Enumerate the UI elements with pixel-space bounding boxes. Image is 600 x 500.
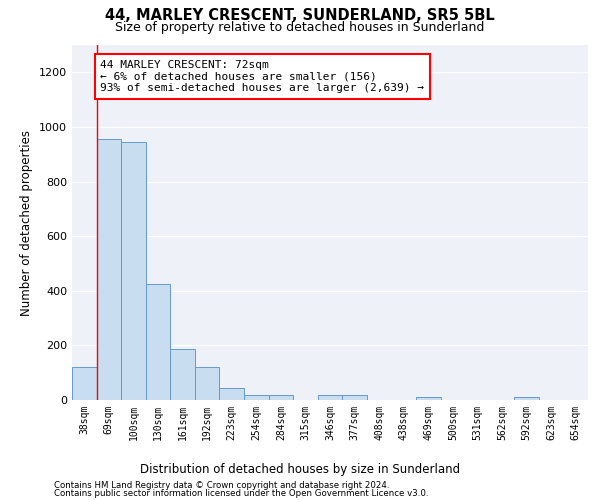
Bar	[514, 398, 539, 400]
Bar	[220, 388, 244, 400]
Bar	[244, 394, 269, 400]
Text: 44 MARLEY CRESCENT: 72sqm
← 6% of detached houses are smaller (156)
93% of semi-: 44 MARLEY CRESCENT: 72sqm ← 6% of detach…	[100, 60, 424, 93]
Y-axis label: Number of detached properties: Number of detached properties	[20, 130, 34, 316]
Bar	[97, 139, 121, 400]
Text: 44, MARLEY CRESCENT, SUNDERLAND, SR5 5BL: 44, MARLEY CRESCENT, SUNDERLAND, SR5 5BL	[105, 8, 495, 22]
Bar	[72, 367, 97, 400]
Text: Contains HM Land Registry data © Crown copyright and database right 2024.: Contains HM Land Registry data © Crown c…	[54, 482, 389, 490]
Bar	[342, 394, 367, 400]
Text: Contains public sector information licensed under the Open Government Licence v3: Contains public sector information licen…	[54, 489, 428, 498]
Bar	[121, 142, 146, 400]
Bar	[318, 394, 342, 400]
Bar	[170, 350, 195, 400]
Bar	[269, 394, 293, 400]
Text: Distribution of detached houses by size in Sunderland: Distribution of detached houses by size …	[140, 462, 460, 475]
Text: Size of property relative to detached houses in Sunderland: Size of property relative to detached ho…	[115, 22, 485, 35]
Bar	[146, 284, 170, 400]
Bar	[195, 367, 220, 400]
Bar	[416, 398, 440, 400]
